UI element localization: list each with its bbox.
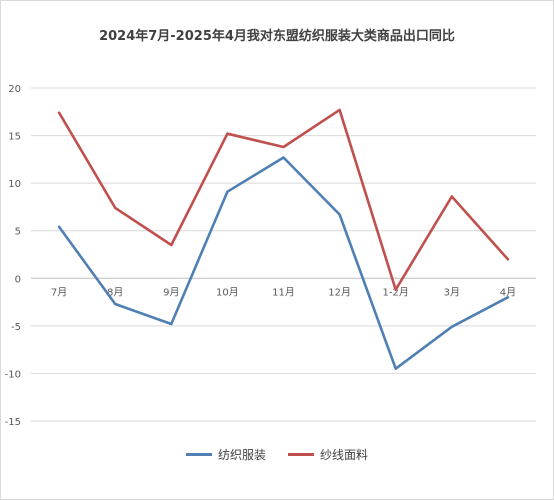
y-tick-label: 20 — [8, 84, 21, 95]
y-tick-label: -5 — [11, 322, 21, 333]
legend-swatch — [185, 453, 212, 456]
x-tick-label: 1-2月 — [383, 286, 409, 298]
y-tick-label: -15 — [5, 417, 21, 428]
x-tick-label: 7月 — [51, 286, 67, 298]
series-line-2 — [57, 108, 510, 292]
y-tick-label: 0 — [15, 274, 21, 285]
x-tick-label: 3月 — [444, 286, 460, 298]
x-tick-label: 8月 — [107, 286, 123, 298]
gridlines — [31, 87, 536, 422]
y-tick-label: 5 — [15, 227, 21, 238]
x-tick-label: 9月 — [163, 286, 179, 298]
series-lines — [57, 108, 510, 371]
x-tick-label: 4月 — [500, 286, 516, 298]
legend-label: 纺织服装 — [217, 448, 266, 462]
legend-swatch — [288, 453, 314, 456]
legend-item-2: 纱线面料 — [288, 446, 368, 463]
x-tick-label: 12月 — [328, 286, 351, 298]
series-line-1 — [57, 156, 510, 371]
x-tick-label: 10月 — [216, 286, 239, 298]
y-tick-label: 15 — [8, 132, 21, 143]
legend-item-1: 纺织服装 — [185, 446, 266, 463]
x-tick-label: 11月 — [272, 286, 295, 298]
y-tick-label: 10 — [8, 179, 21, 190]
legend: 纺织服装 纱线面料 — [1, 446, 553, 463]
x-axis-tick-labels: 7月 8月 9月 10月 11月 12月 1-2月 3月 4月 — [51, 286, 516, 298]
y-tick-label: -10 — [5, 369, 21, 380]
y-axis-tick-labels: 20 15 10 5 0 -5 -10 -15 — [5, 84, 21, 428]
legend-label: 纱线面料 — [320, 448, 369, 462]
chart-title: 2024年7月-2025年4月我对东盟纺织服装大类商品出口同比 — [99, 29, 455, 44]
